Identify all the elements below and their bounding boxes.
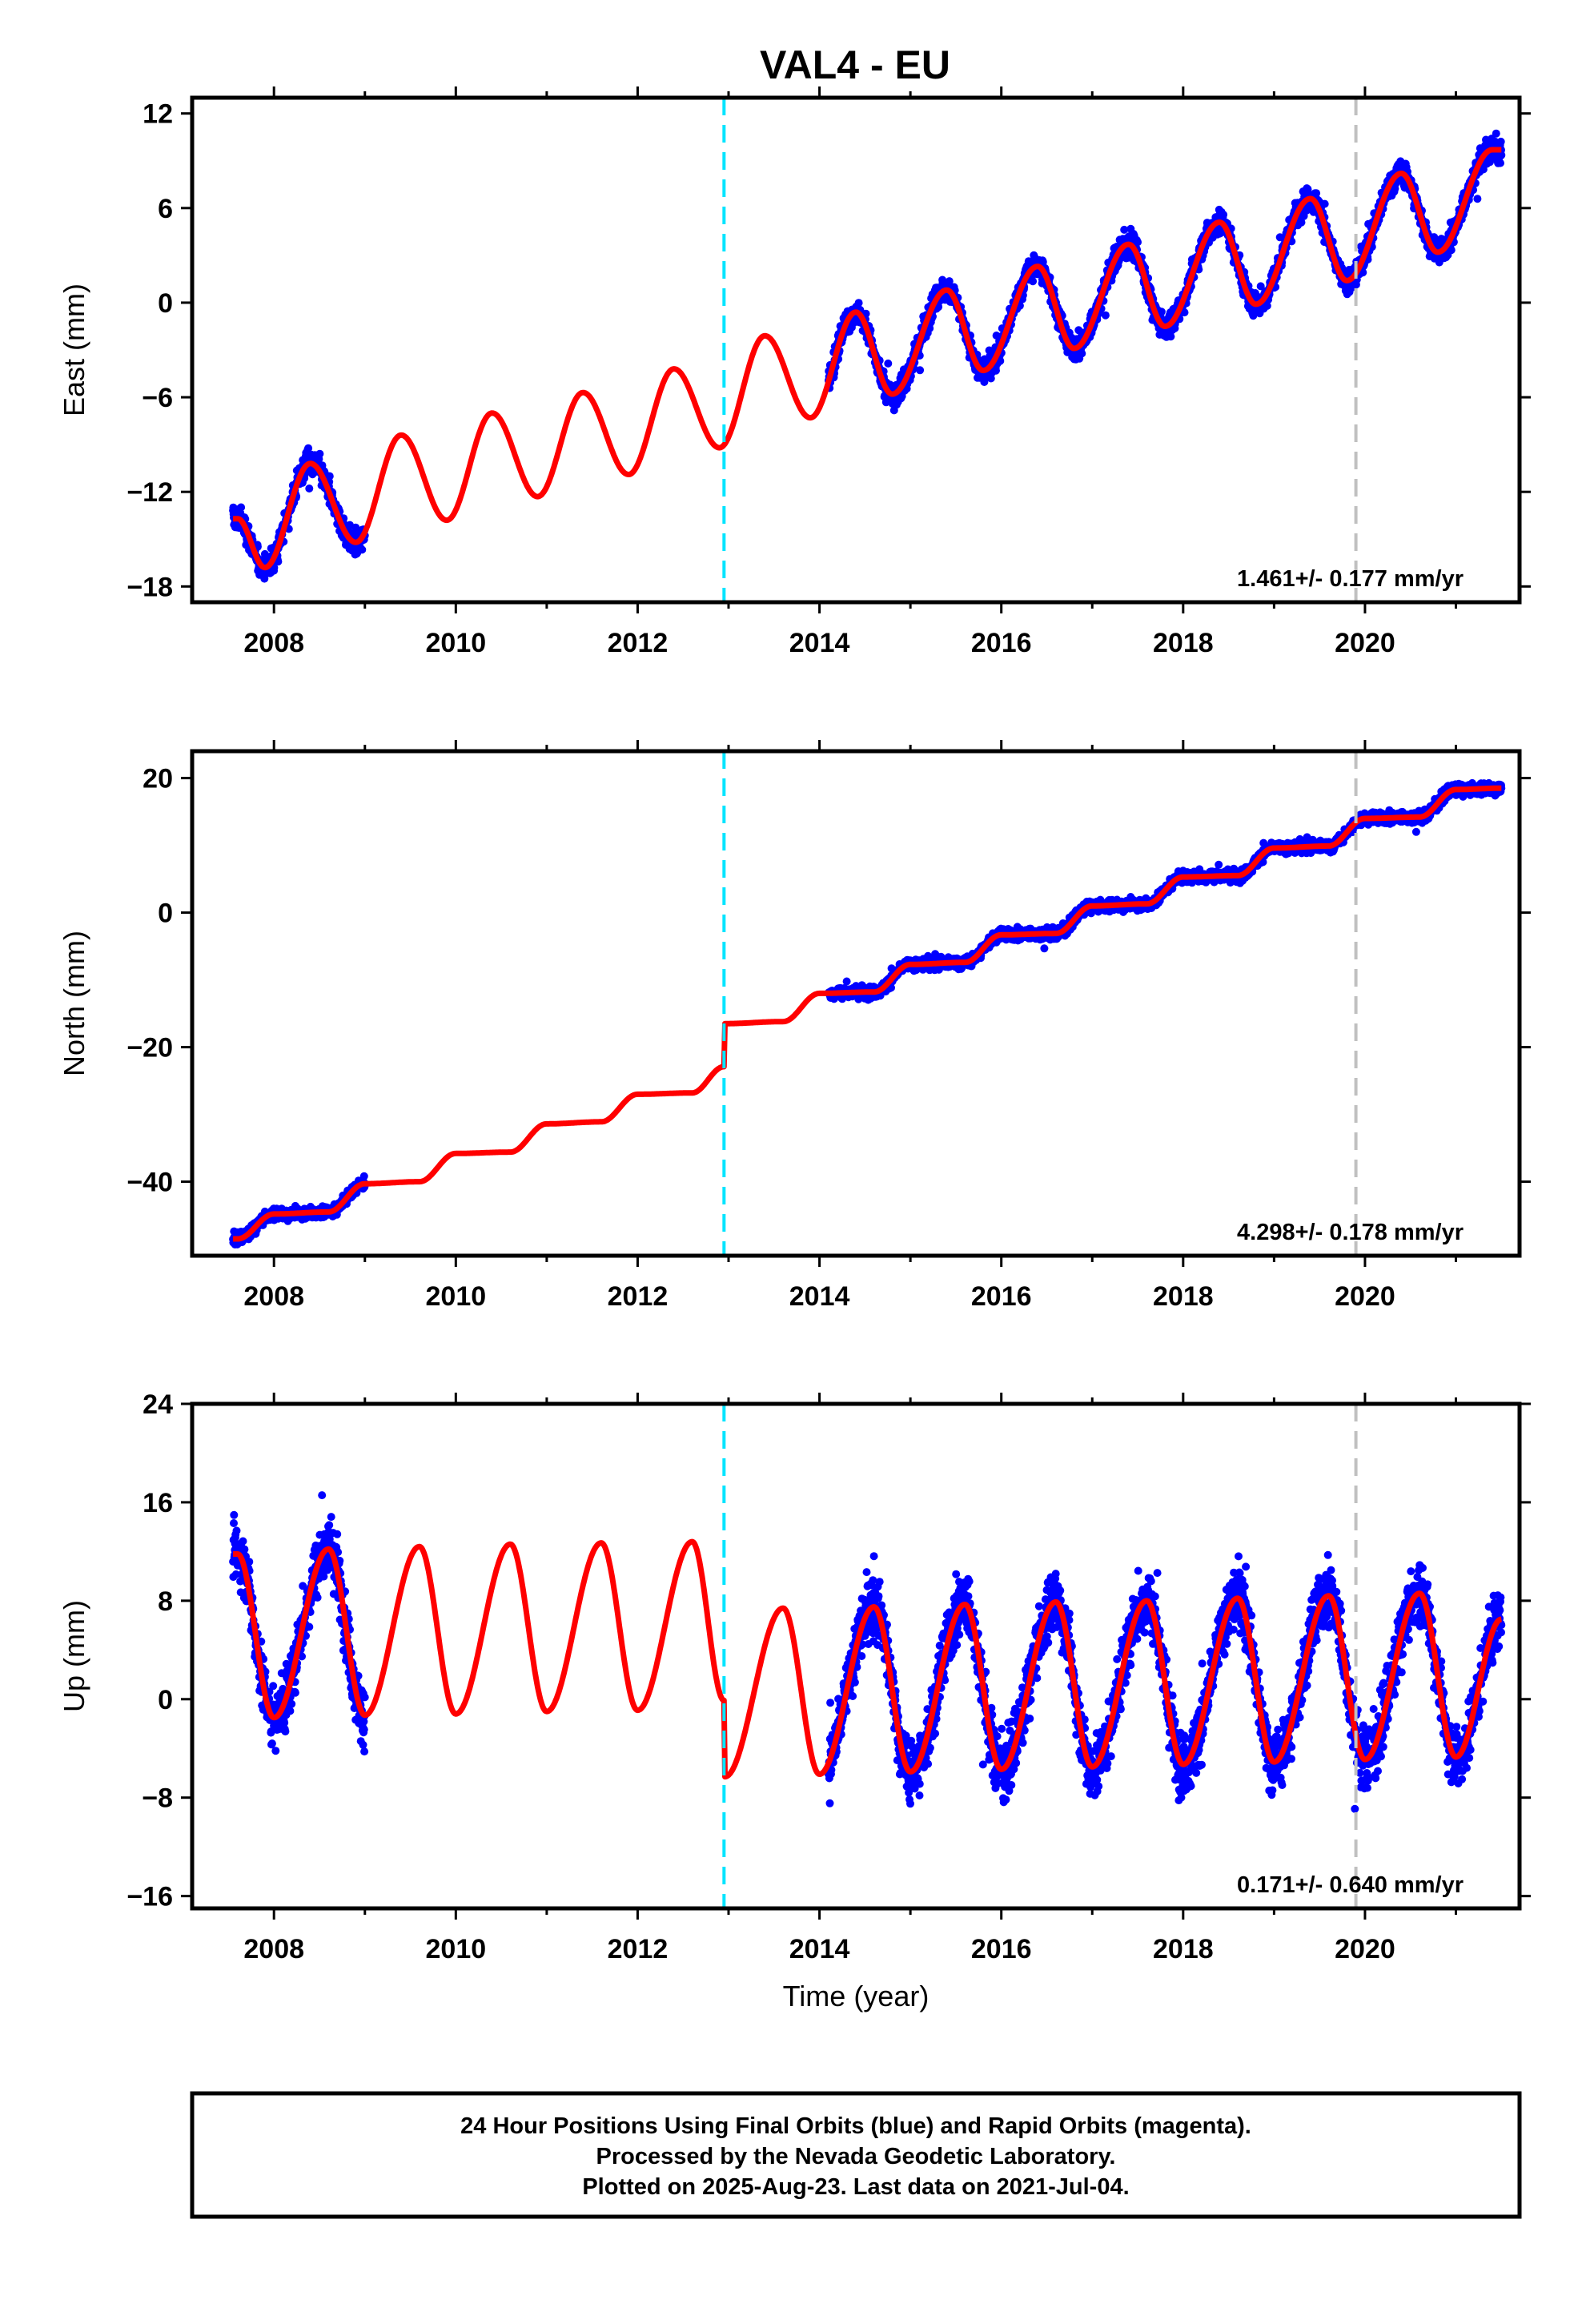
figure-title: VAL4 - EU [760,42,950,87]
y-tick-label: 0 [158,288,173,319]
data-point [1496,137,1505,146]
north-panel: 2008 2010 2012 2014 2016 2018 2020−40−20020Nor… [58,740,1531,1312]
data-point [854,299,863,308]
data-point [996,356,1005,365]
x-tick-label: 2010 [426,628,487,658]
data-point [1263,301,1271,310]
x-tick-label: 2008 [243,628,304,658]
east-panel: 2008 2010 2012 2014 2016 2018 2020 −18 −12 −6 0 6 12… [58,86,1531,658]
data-point [304,444,313,452]
data-point [1359,268,1367,277]
model-fit-line [231,147,1504,571]
data-point [1473,195,1482,203]
data-point [1078,349,1086,358]
data-point [325,472,334,480]
data-point [1166,332,1175,341]
data-point [359,1172,368,1180]
data-point [1320,199,1329,208]
data-point [1492,129,1500,138]
data-point [1038,258,1047,266]
data-point [916,366,925,375]
data-point [1180,308,1189,317]
data-point [315,449,324,458]
data-point [884,359,893,368]
data-point [1157,308,1166,316]
y-tick-label: −12 [126,477,173,508]
data-point [1496,159,1504,167]
data-point [1029,277,1038,286]
data-point [1134,238,1142,247]
data-point [1040,944,1049,953]
plot-area [229,778,1506,1248]
x-tick-label: 2016 [971,628,1032,658]
data-point [945,277,954,286]
x-tick-label: 2018 [1153,628,1214,658]
y-tick-label: −6 [142,383,173,413]
data-points [229,778,1506,1248]
data-point [237,503,246,512]
y-tick-label: 6 [158,194,173,224]
data-point [1312,189,1321,198]
x-tick-label: 2012 [608,628,669,658]
data-point [1249,312,1258,320]
panel-frame [190,95,1522,605]
y-tick-label: 12 [143,99,173,130]
data-point [842,977,851,986]
x-tick-label: 2020 [1335,628,1395,658]
data-point [1219,211,1228,219]
plot-area [229,129,1506,611]
data-point [257,603,265,611]
data-point [1447,246,1456,255]
data-point [305,485,314,493]
y-axis-label: East (mm) [58,283,90,416]
data-point [1120,225,1129,234]
x-tick-label: 2014 [789,628,850,658]
y-tick-label: −18 [126,572,173,602]
velocity-label: 1.461+/- 0.177 mm/yr [1237,566,1464,592]
data-point [1497,151,1506,159]
data-point [992,366,1000,375]
data-point [358,545,367,554]
data-point [1101,311,1110,320]
